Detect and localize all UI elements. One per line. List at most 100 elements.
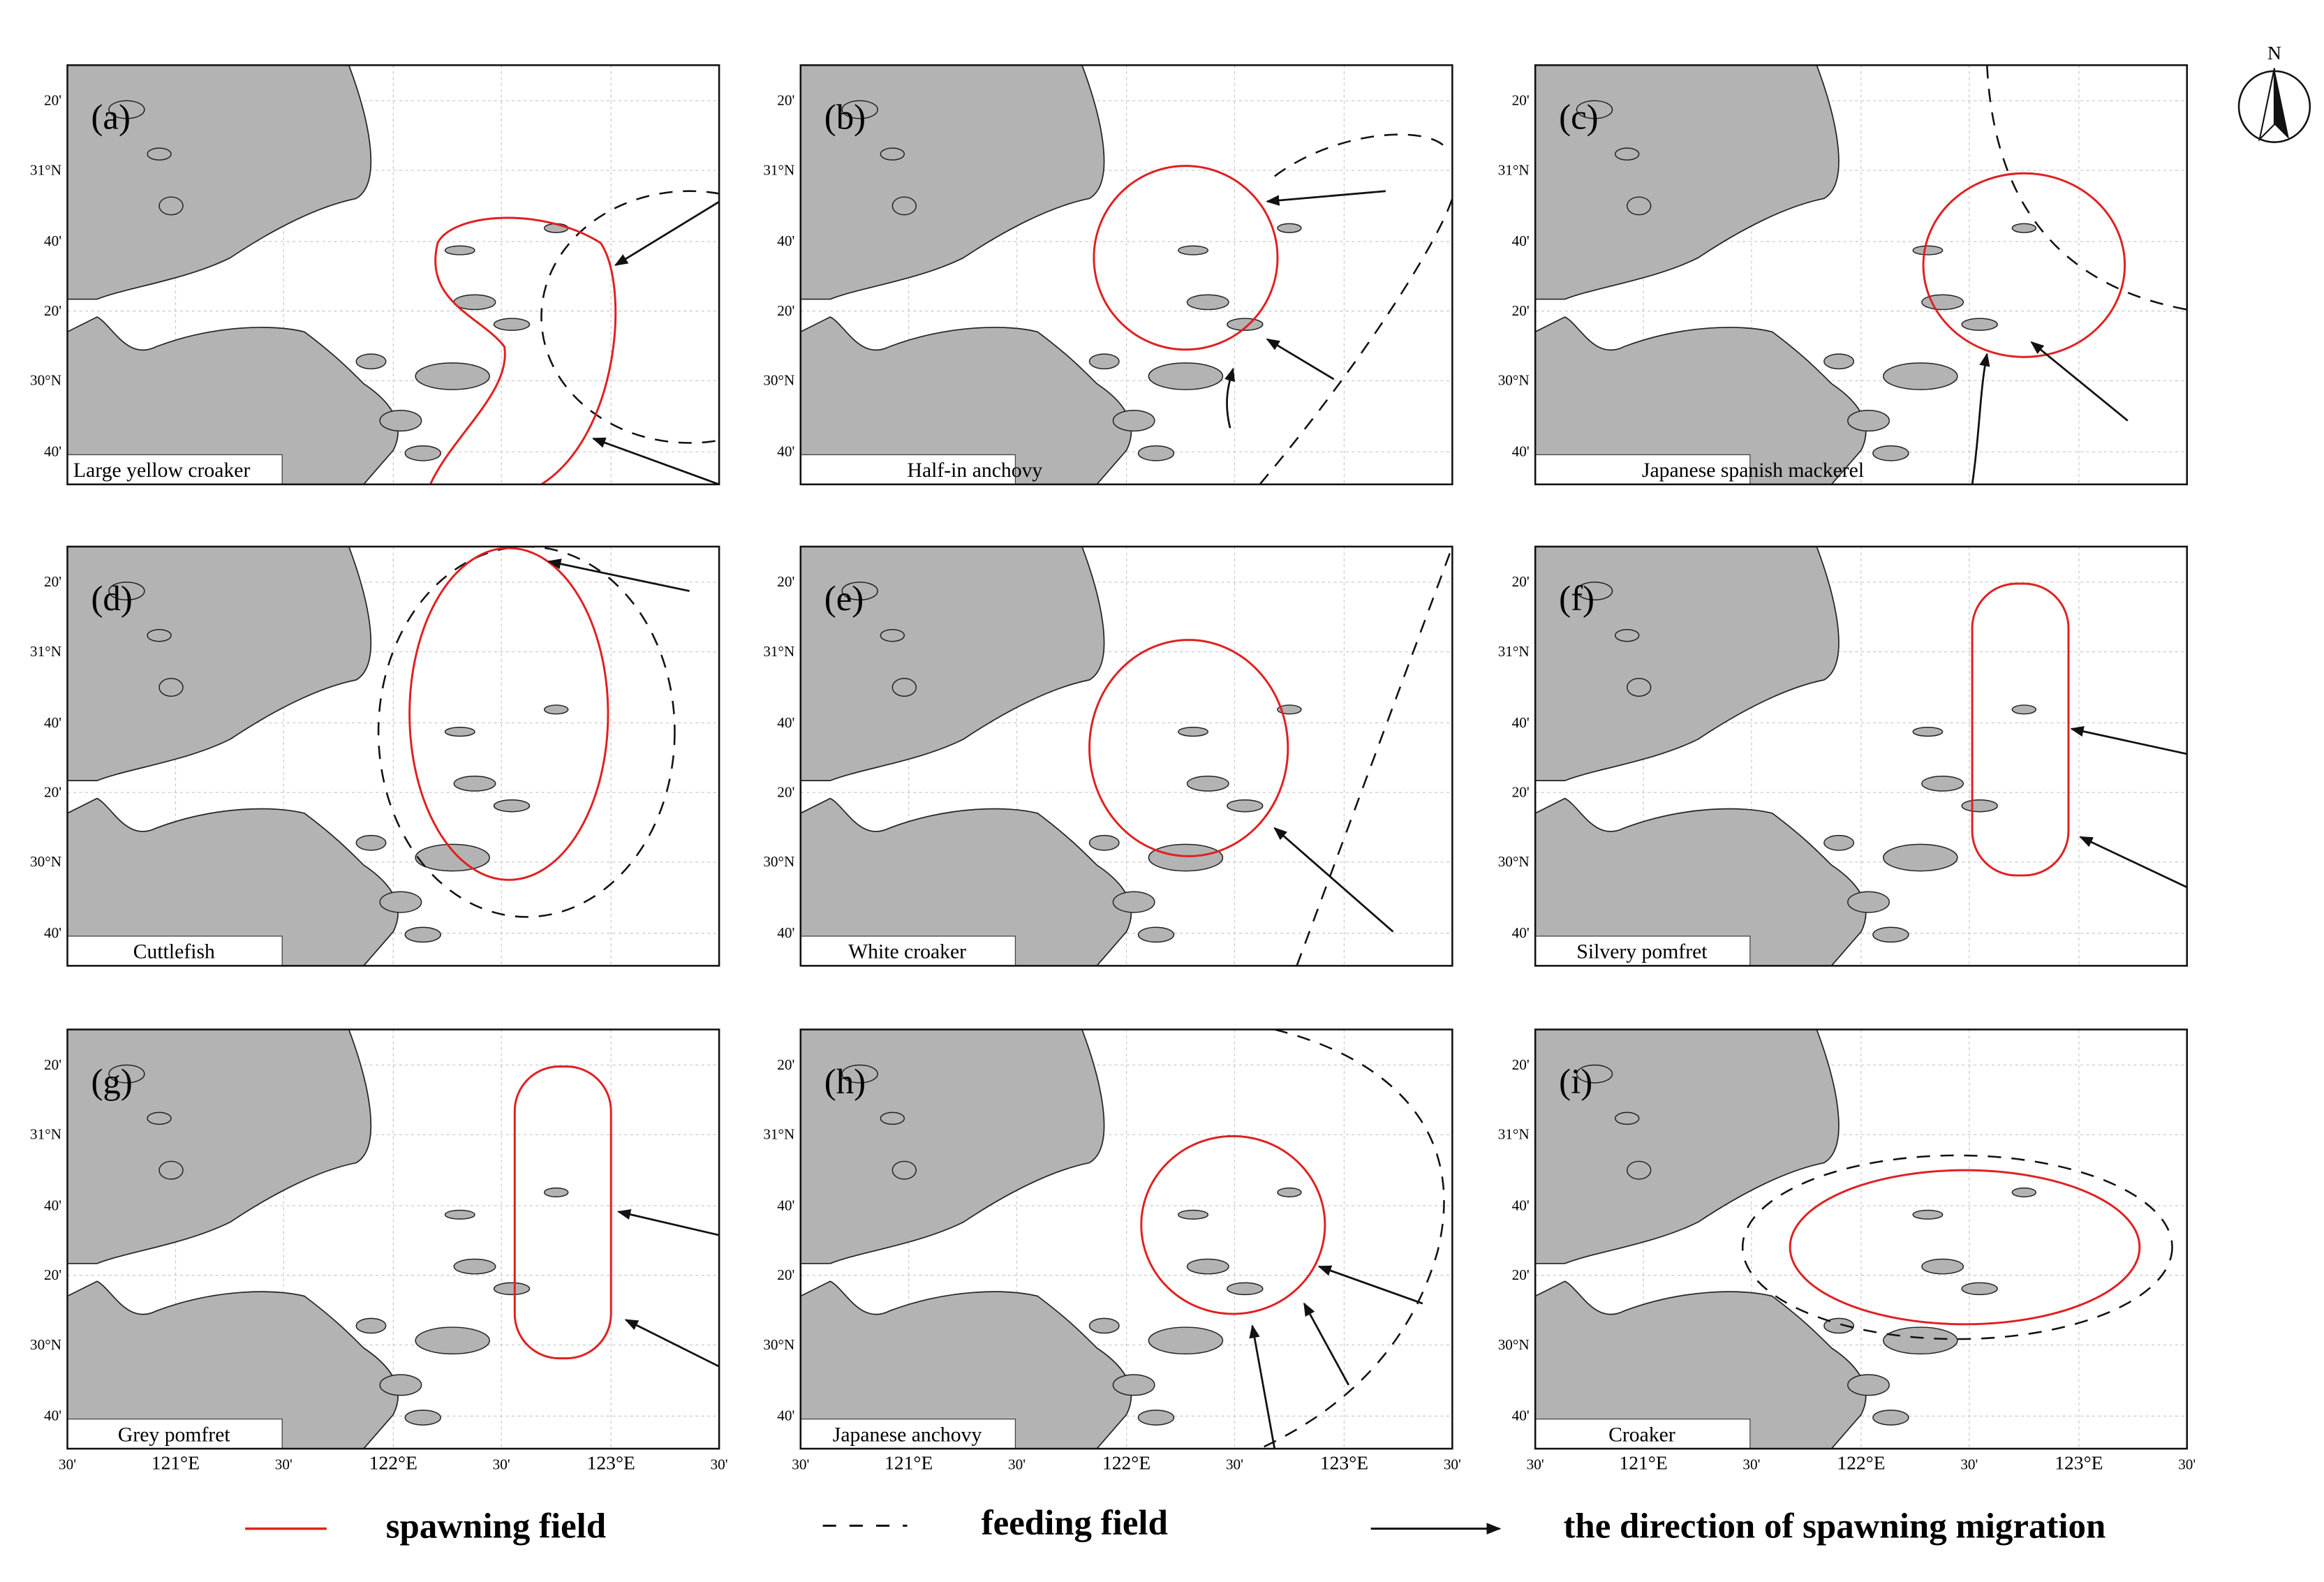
land [67, 1029, 372, 1264]
island [404, 926, 441, 943]
migration-arrow [1224, 367, 1235, 429]
island [1872, 926, 1909, 943]
island [1883, 362, 1958, 390]
name-box [800, 454, 1016, 485]
island [404, 1410, 441, 1426]
island [891, 1160, 917, 1180]
compass-label: N [2267, 42, 2281, 64]
island [1823, 1317, 1855, 1334]
lat-label: 20' [1512, 302, 1530, 319]
species-name: Japanese spanish mackerel [1642, 459, 1864, 482]
panel-tag: (c) [1559, 98, 1598, 138]
island [158, 678, 184, 697]
panel-tag: (e) [824, 579, 864, 619]
land [800, 797, 1132, 966]
island [158, 196, 184, 216]
migration-arrow [1273, 827, 1394, 933]
lat-label: 31°N [30, 1126, 61, 1143]
lat-label: 31°N [30, 643, 61, 660]
lat-label: 40' [44, 1407, 61, 1424]
legend-spawning: spawning field [386, 1507, 606, 1546]
migration-arrow [1266, 190, 1386, 206]
map-content: Half-in anchovy [800, 65, 1453, 485]
lon-label: 123°E [587, 1452, 635, 1474]
map-panel: Silvery pomfret (f) 20' 31°N 40' 20' 30°N 40' [1498, 545, 2189, 967]
map-panel: Japanese spanish mackerel (c) 20' 31°N 40' 20… [1498, 64, 2189, 486]
lat-label: 31°N [1498, 161, 1530, 178]
lat-label: 20' [777, 783, 794, 800]
island [1178, 727, 1209, 737]
island [1576, 1064, 1613, 1084]
island [841, 100, 878, 119]
island [1178, 245, 1209, 256]
island [108, 100, 145, 119]
island [1626, 678, 1652, 697]
island [1137, 926, 1175, 943]
lat-label: 31°N [30, 161, 61, 178]
spawning-field [1971, 582, 2070, 877]
island [1227, 1282, 1264, 1296]
lat-label: 40' [44, 232, 61, 249]
island [543, 1187, 569, 1198]
lat-label: 30°N [30, 372, 61, 389]
island [147, 628, 172, 642]
lat-label: 30°N [763, 1336, 794, 1353]
spawning-field [1093, 165, 1279, 351]
lat-label: 40' [777, 232, 794, 249]
island [158, 1160, 184, 1180]
lon-label: 30' [59, 1456, 76, 1473]
island [1961, 799, 1998, 813]
lat-label: 20' [1512, 92, 1530, 109]
land [800, 546, 1105, 781]
island [444, 727, 475, 737]
island [1847, 1374, 1890, 1396]
lat-label: 30°N [1498, 853, 1530, 870]
lat-label: 31°N [763, 161, 794, 178]
island [1626, 1160, 1652, 1180]
island [1186, 1258, 1229, 1275]
island [1912, 1209, 1944, 1220]
lat-label: 30°N [763, 372, 794, 389]
land [800, 1029, 1105, 1264]
lat-label: 40' [777, 1197, 794, 1213]
island [1148, 843, 1224, 872]
island [1088, 1317, 1120, 1334]
land [67, 546, 372, 781]
migration-arrow [614, 200, 720, 266]
map-content: Large yellow croaker [67, 65, 720, 485]
lat-label: 20' [44, 92, 61, 109]
migration-arrow [1317, 1265, 1423, 1305]
lat-label: 40' [44, 924, 61, 941]
name-box [1535, 936, 1751, 966]
lat-label: 20' [44, 1056, 61, 1073]
island [1961, 318, 1998, 331]
spawning-field [1140, 1134, 1326, 1315]
island [1186, 776, 1229, 792]
island [1576, 100, 1613, 119]
lat-label: 40' [777, 924, 794, 941]
lon-label: 30' [792, 1456, 809, 1473]
name-box [67, 454, 283, 485]
land [800, 316, 1132, 485]
island [1872, 445, 1909, 461]
land [800, 1280, 1132, 1449]
compass: N [2237, 42, 2311, 143]
lon-label: 30' [1444, 1456, 1461, 1473]
island [1277, 223, 1302, 233]
island [1823, 353, 1855, 370]
migration-arrow [616, 1208, 720, 1236]
map-content: White croaker [800, 546, 1453, 966]
lat-label: 30°N [30, 853, 61, 870]
lat-label: 31°N [763, 643, 794, 660]
island [2011, 704, 2037, 715]
island [1112, 1374, 1155, 1396]
island [1148, 362, 1224, 390]
spawning-field [1789, 1169, 2141, 1326]
island [147, 1111, 172, 1125]
species-name: Half-in anchovy [908, 459, 1043, 482]
lat-label: 40' [777, 714, 794, 731]
species-name: Large yellow croaker [73, 459, 250, 482]
island [1921, 1258, 1964, 1275]
island [1148, 1326, 1224, 1354]
